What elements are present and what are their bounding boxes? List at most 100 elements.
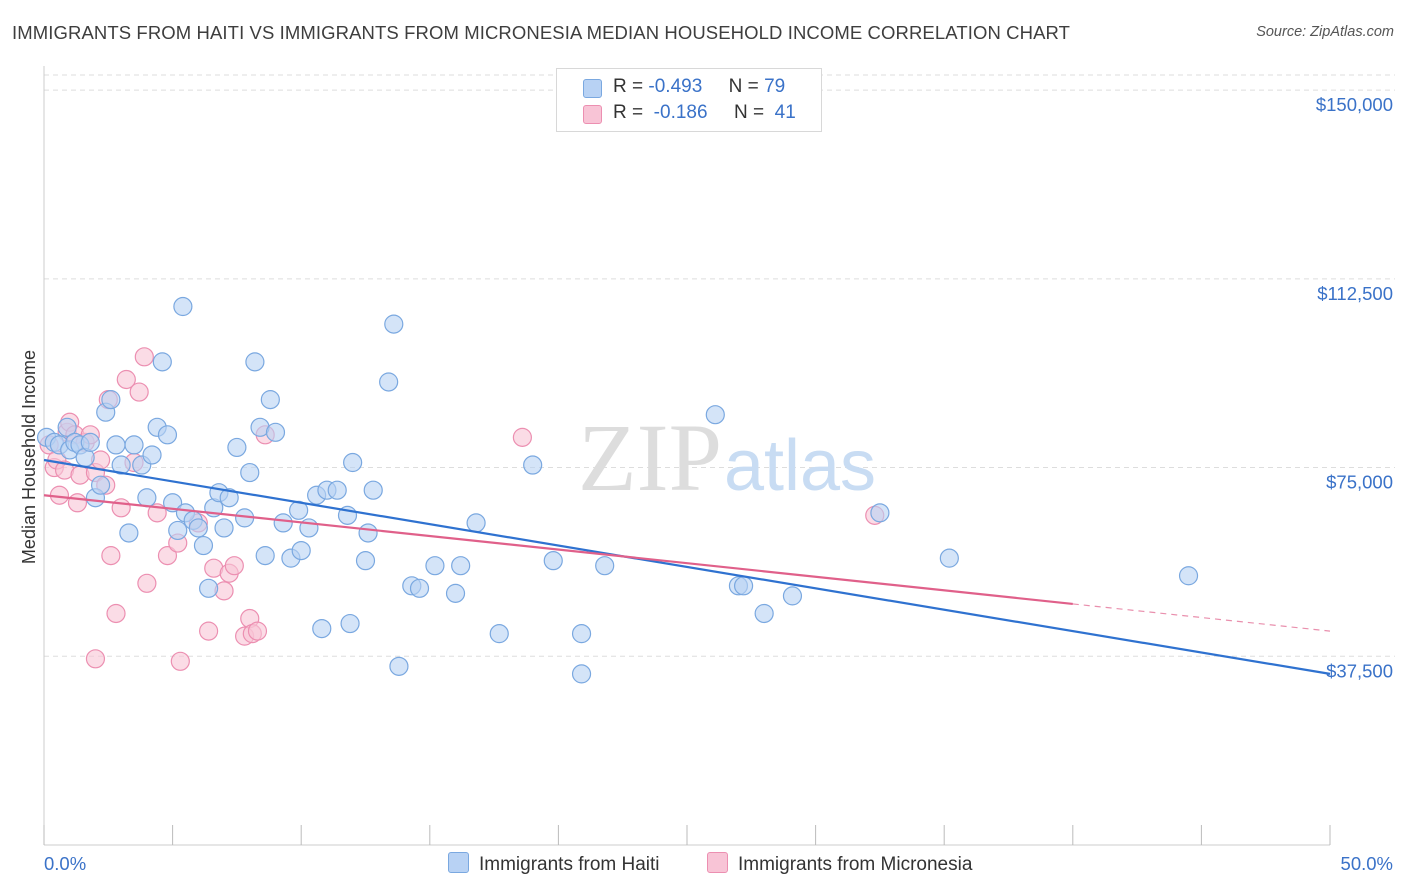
legend-haiti-r: -0.493 xyxy=(648,76,703,97)
micronesia-point xyxy=(111,498,131,518)
haiti-point xyxy=(595,556,615,576)
legend-r-label: R = xyxy=(613,76,644,97)
y-tick-label: $75,000 xyxy=(1326,472,1393,493)
haiti-point xyxy=(152,352,172,372)
haiti-point xyxy=(445,583,466,603)
haiti-point xyxy=(291,540,311,561)
axis-labels: $37,500 $75,000 $112,500 $150,000 0.0% 50.0% M… xyxy=(19,94,1393,874)
y-axis-title: Median Household Income xyxy=(19,350,39,564)
haiti-point xyxy=(939,548,959,568)
haiti-point xyxy=(255,546,275,566)
haiti-point xyxy=(119,523,139,543)
haiti-point xyxy=(340,613,360,634)
watermark-atlas: atlas xyxy=(724,426,876,506)
haiti-point xyxy=(90,475,111,495)
micronesia-point xyxy=(157,546,178,566)
legend-n-label: N = xyxy=(733,102,765,123)
haiti-point xyxy=(355,551,376,571)
micronesia-swatch-icon xyxy=(583,105,602,124)
micronesia-point xyxy=(67,493,88,513)
haiti-point xyxy=(188,518,208,538)
legend-haiti-n: 79 xyxy=(764,76,786,97)
haiti-trend-line xyxy=(43,458,1331,675)
micronesia-point xyxy=(247,621,268,641)
haiti-point xyxy=(384,314,404,334)
haiti-point xyxy=(193,535,214,556)
haiti-point xyxy=(489,624,509,644)
chart-title: IMMIGRANTS FROM HAITI VS IMMIGRANTS FROM… xyxy=(12,22,1071,43)
haiti-point xyxy=(168,520,188,541)
micronesia-point xyxy=(134,347,154,367)
haiti-point xyxy=(733,576,754,596)
haiti-point xyxy=(409,578,430,598)
haiti-point xyxy=(273,513,293,533)
haiti-point xyxy=(425,556,445,576)
legend-n-label: N = xyxy=(728,76,759,97)
haiti-point xyxy=(571,624,592,644)
haiti-point xyxy=(389,656,409,676)
haiti-point xyxy=(142,445,162,465)
haiti-point xyxy=(312,618,332,639)
micronesia-trend-line-extension xyxy=(1072,603,1331,632)
micronesia-point xyxy=(106,603,126,624)
bottom-legend-haiti-label: Immigrants from Haiti xyxy=(479,854,660,875)
haiti-point xyxy=(358,523,378,543)
haiti-point xyxy=(137,488,157,508)
source-credit: Source: ZipAtlas.com xyxy=(1256,24,1394,40)
haiti-point xyxy=(111,455,131,475)
haiti-point xyxy=(219,488,239,508)
haiti-swatch-icon xyxy=(583,79,602,98)
haiti-point xyxy=(782,586,803,606)
trend-lines xyxy=(43,458,1331,675)
bottom-legend-haiti: Immigrants from Haiti xyxy=(448,852,660,876)
haiti-point xyxy=(870,503,890,523)
haiti-point xyxy=(1178,566,1199,586)
haiti-point xyxy=(265,422,286,442)
haiti-point xyxy=(260,390,280,410)
y-tick-label: $112,500 xyxy=(1317,283,1393,304)
haiti-point xyxy=(173,296,193,317)
haiti-point xyxy=(240,462,260,483)
haiti-point xyxy=(157,425,178,445)
micronesia-point xyxy=(137,573,157,593)
micronesia-point xyxy=(224,556,244,576)
haiti-point xyxy=(101,390,121,410)
haiti-point xyxy=(199,578,219,598)
haiti-point xyxy=(327,480,347,500)
haiti-point xyxy=(379,372,399,392)
axes xyxy=(43,66,1331,846)
haiti-legend-icon xyxy=(448,852,469,873)
haiti-point xyxy=(80,432,100,452)
haiti-point xyxy=(754,603,774,624)
haiti-point xyxy=(543,551,563,571)
micronesia-legend-icon xyxy=(707,852,728,873)
bottom-legend-micronesia-label: Immigrants from Micronesia xyxy=(738,854,973,875)
haiti-point xyxy=(214,518,234,538)
micronesia-point xyxy=(199,621,219,641)
x-tick-label-max: 50.0% xyxy=(1341,853,1393,874)
haiti-point xyxy=(571,664,592,684)
haiti-point xyxy=(523,455,543,475)
watermark: ZIP atlas xyxy=(578,404,876,511)
haiti-point xyxy=(57,417,77,437)
haiti-point xyxy=(363,480,383,500)
haiti-point xyxy=(466,513,486,533)
haiti-point xyxy=(106,435,126,455)
series-haiti-points xyxy=(36,296,1199,684)
y-tick-label: $150,000 xyxy=(1316,94,1393,115)
bottom-legend-micronesia: Immigrants from Micronesia xyxy=(707,852,972,876)
haiti-point xyxy=(451,556,471,576)
micronesia-trend-line xyxy=(43,494,1073,606)
micronesia-point xyxy=(101,546,121,566)
y-tick-label: $37,500 xyxy=(1326,660,1393,681)
legend-r-label: R = xyxy=(613,102,644,123)
haiti-point xyxy=(705,405,725,425)
watermark-zip: ZIP xyxy=(578,404,722,511)
legend-micronesia-r: -0.186 xyxy=(653,102,708,123)
haiti-point xyxy=(343,452,363,473)
haiti-point xyxy=(124,435,144,455)
haiti-point xyxy=(227,437,247,458)
haiti-point xyxy=(245,352,265,372)
micronesia-point xyxy=(129,382,149,402)
